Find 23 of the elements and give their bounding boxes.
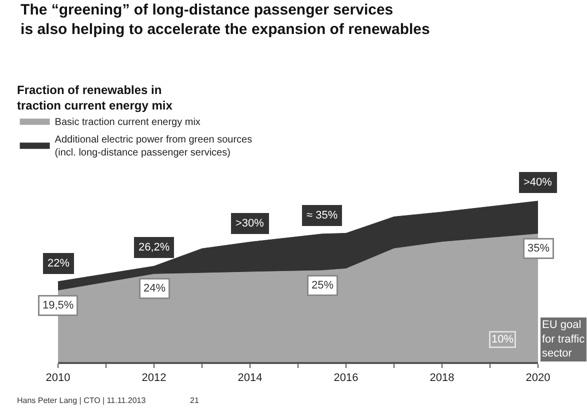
data-label: 25% bbox=[312, 280, 334, 292]
x-tick-label: 2010 bbox=[46, 372, 70, 384]
annotation: 10% bbox=[492, 334, 514, 346]
data-label: 19,5% bbox=[42, 300, 74, 312]
data-label: 26,2% bbox=[138, 242, 170, 254]
data-label: 35% bbox=[528, 242, 550, 254]
data-label: >30% bbox=[236, 218, 264, 230]
text: Hans Peter Lang | CTO | 11.11.2013 bbox=[17, 396, 146, 405]
chart-subtitle: Fraction of renewables in traction current energy mix bbox=[17, 83, 173, 113]
data-label: >40% bbox=[524, 176, 552, 188]
data-label: 24% bbox=[144, 282, 166, 294]
data-label: 22% bbox=[48, 258, 70, 270]
chart-title: The “greening” of long-distance passenger services is also helping to accelerate the expansion of renewables bbox=[20, 1, 430, 38]
text: 21 bbox=[190, 396, 200, 405]
x-tick-label: 2018 bbox=[430, 372, 454, 384]
legend-label: Basic traction current energy mix bbox=[54, 116, 200, 128]
x-tick-label: 2012 bbox=[142, 372, 166, 384]
legend-label: Additional electric power from green sources (incl. long-distance passenger services) bbox=[54, 134, 252, 158]
x-tick-label: 2016 bbox=[334, 372, 358, 384]
x-tick-label: 2020 bbox=[526, 372, 550, 384]
text: EU goal for traffic sector bbox=[542, 319, 586, 360]
x-tick-label: 2014 bbox=[238, 372, 262, 384]
data-label: ≈ 35% bbox=[306, 210, 338, 222]
